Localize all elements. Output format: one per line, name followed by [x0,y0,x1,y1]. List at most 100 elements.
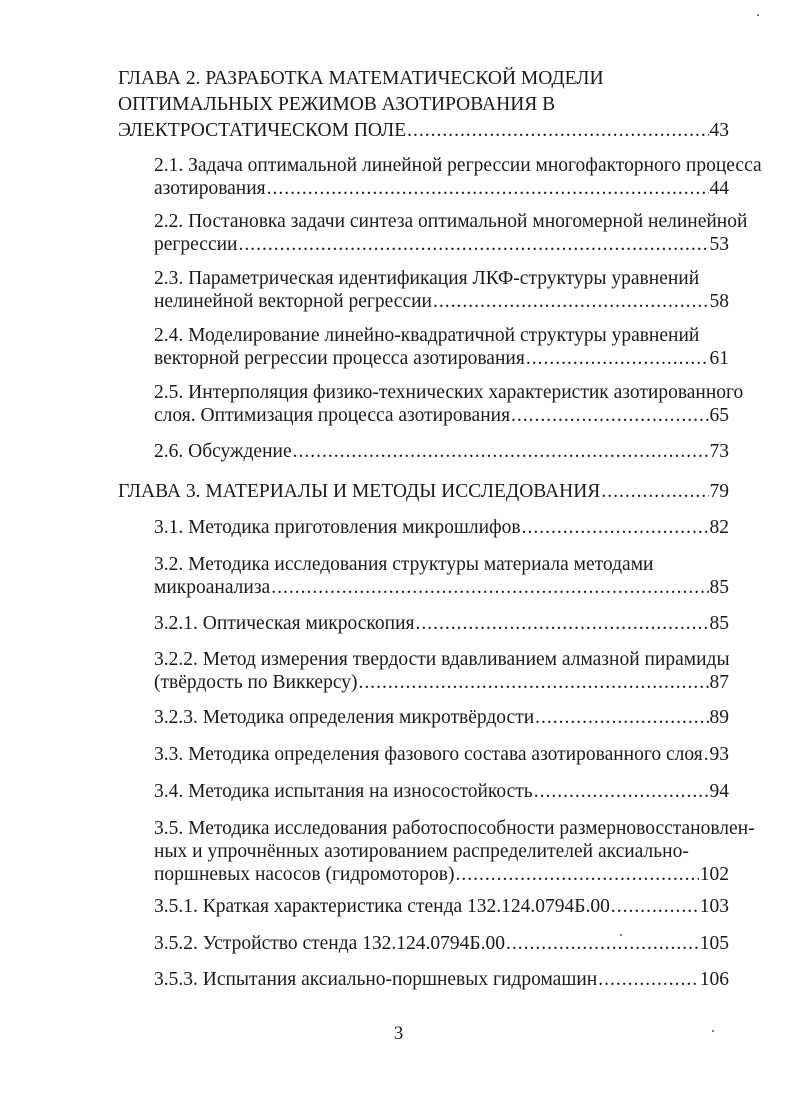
toc-section-entry: 2.2. Постановка задачи синтеза оптимальн… [154,210,747,256]
toc-entry-title: 3.2.1. Оптическая микроскопия [154,613,415,634]
toc-entry-title: ГЛАВА 2. РАЗРАБОТКА МАТЕМАТИЧЕСКОЙ МОДЕЛ… [118,68,604,89]
toc-line: 3.5.3. Испытания аксиально-поршневых гид… [154,968,729,991]
toc-entry-title: 2.1. Задача оптимальной линейной регресс… [154,155,762,176]
toc-page-number: 105 [699,933,729,954]
dot-leader [601,479,708,505]
toc-line: слоя. Оптимизация процесса азотирования 6… [154,404,729,427]
toc-section-entry: 3.4. Методика испытания на износостойкос… [154,780,729,803]
toc-section-entry: 3.3. Методика определения фазового соста… [154,743,729,766]
toc-section-entry: 3.2.1. Оптическая микроскопия 85 [154,612,729,635]
toc-line: ОПТИМАЛЬНЫХ РЕЖИМОВ АЗОТИРОВАНИЯ В [118,92,729,118]
toc-line: 2.5. Интерполяция физико-технических хар… [154,381,743,404]
toc-section-entry: 3.1. Методика приготовления микрошлифов 8… [154,516,729,539]
toc-page-number: 94 [709,781,730,802]
toc-entry-title: регрессии [154,234,238,255]
toc-page-number: 65 [709,405,730,426]
toc-line: 2.3. Параметрическая идентификация ЛКФ-с… [154,267,729,290]
toc-page-number: 106 [699,969,729,990]
toc-line: ГЛАВА 2. РАЗРАБОТКА МАТЕМАТИЧЕСКОЙ МОДЕЛ… [118,66,729,92]
toc-line: микроанализа 85 [154,576,729,599]
toc-line: ГЛАВА 3. МАТЕРИАЛЫ И МЕТОДЫ ИССЛЕДОВАНИЯ… [118,479,729,505]
toc-entry-title: микроанализа [154,577,271,598]
scan-speck [712,1030,714,1032]
toc-entry-title: 2.4. Моделирование линейно-квадратичной … [154,325,700,346]
toc-chapter-entry: ГЛАВА 2. РАЗРАБОТКА МАТЕМАТИЧЕСКОЙ МОДЕЛ… [118,66,729,144]
dot-leader [358,671,708,694]
toc-section-entry: 2.1. Задача оптимальной линейной регресс… [154,154,762,200]
toc-line: 3.4. Методика испытания на износостойкос… [154,780,729,803]
dot-leader [267,177,709,200]
toc-line: 3.2.1. Оптическая микроскопия 85 [154,612,729,635]
toc-line: азотирования 44 [154,177,729,200]
toc-line: 2.6. Обсуждение 73 [154,440,729,463]
toc-page-number: 43 [709,120,730,141]
scan-speck [620,934,622,936]
toc-chapter-entry: ГЛАВА 3. МАТЕРИАЛЫ И МЕТОДЫ ИССЛЕДОВАНИЯ… [118,479,729,505]
toc-entry-title: 3.2.2. Метод измерения твердости вдавлив… [154,649,730,670]
dot-leader [598,968,699,991]
dot-leader [511,404,708,427]
toc-entry-title: 3.2.3. Методика определения микротвёрдос… [154,707,535,728]
toc-line: 3.5.2. Устройство стенда 132.124.0794Б.0… [154,932,729,955]
toc-entry-title: 3.5.2. Устройство стенда 132.124.0794Б.0… [154,933,505,954]
toc-line: поршневых насосов (гидромоторов) 102 [154,863,729,886]
toc-line: 2.2. Постановка задачи синтеза оптимальн… [154,210,747,233]
toc-entry-title: поршневых насосов (гидромоторов) [154,864,455,885]
dot-leader [526,347,709,370]
toc-line: векторной регрессии процесса азотировани… [154,347,729,370]
toc-page-number: 102 [699,864,729,885]
toc-page-number: 85 [709,613,730,634]
dot-leader [407,118,708,144]
dot-leader [238,233,708,256]
toc-entry-title: ОПТИМАЛЬНЫХ РЕЖИМОВ АЗОТИРОВАНИЯ В [118,94,556,115]
toc-line: 3.5.1. Краткая характеристика стенда 132… [154,895,729,918]
toc-entry-title: 3.5. Методика исследования работоспособн… [154,818,755,839]
toc-section-entry: 3.2.2. Метод измерения твердости вдавлив… [154,648,730,694]
toc-entry-title: слоя. Оптимизация процесса азотирования [154,405,511,426]
toc-section-entry: 3.5. Методика исследования работоспособн… [154,817,755,886]
toc-page-number: 53 [709,234,730,255]
toc-entry-title: 3.3. Методика определения фазового соста… [154,744,703,765]
toc-entry-title: 3.2. Методика исследования структуры мат… [154,554,654,575]
toc-entry-title: 2.2. Постановка задачи синтеза оптимальн… [154,211,748,232]
toc-page-number: 85 [709,577,730,598]
toc-line: ЭЛЕКТРОСТАТИЧЕСКОМ ПОЛЕ 43 [118,118,729,144]
dot-leader [293,440,709,463]
toc-line: нелинейной векторной регрессии 58 [154,290,729,313]
toc-line: регрессии 53 [154,233,729,256]
dot-leader [522,516,709,539]
toc-section-entry: 2.6. Обсуждение 73 [154,440,729,463]
toc-entry-title: 2.5. Интерполяция физико-технических хар… [154,382,744,403]
toc-entry-title: ных и упрочнённых азотированием распреде… [154,841,689,862]
dot-leader [611,895,699,918]
toc-section-entry: 2.5. Интерполяция физико-технических хар… [154,381,743,427]
toc-entry-title: нелинейной векторной регрессии [154,291,432,312]
page-number: 3 [393,1023,404,1044]
toc-page-number: 87 [709,672,730,693]
toc-line: ных и упрочнённых азотированием распреде… [154,840,729,863]
toc-section-entry: 3.2. Методика исследования структуры мат… [154,553,729,599]
dot-leader [506,932,699,955]
toc-section-entry: 3.5.2. Устройство стенда 132.124.0794Б.0… [154,932,729,955]
toc-line: 2.1. Задача оптимальной линейной регресс… [154,154,762,177]
toc-line: 3.1. Методика приготовления микрошлифов 8… [154,516,729,539]
toc-line: 3.2.3. Методика определения микротвёрдос… [154,706,729,729]
scan-speck [757,14,759,16]
toc-line: 3.2.2. Метод измерения твердости вдавлив… [154,648,730,671]
dot-leader [534,780,709,803]
toc-section-entry: 2.4. Моделирование линейно-квадратичной … [154,324,729,370]
toc-line: 3.2. Методика исследования структуры мат… [154,553,729,576]
toc-page-number: 79 [709,481,730,502]
toc-entry-title: 3.4. Методика испытания на износостойкос… [154,781,533,802]
toc-line: (твёрдость по Виккерсу) 87 [154,671,729,694]
toc-page-number: 44 [709,178,730,199]
toc-section-entry: 2.3. Параметрическая идентификация ЛКФ-с… [154,267,729,313]
toc-page-number: 61 [709,348,730,369]
toc-page-number: 89 [709,707,730,728]
toc-entry-title: векторной регрессии процесса азотировани… [154,348,525,369]
toc-entry-title: ГЛАВА 3. МАТЕРИАЛЫ И МЕТОДЫ ИССЛЕДОВАНИЯ [118,481,601,502]
dot-leader [704,743,709,766]
toc-page-number: 103 [699,896,729,917]
toc-section-entry: 3.2.3. Методика определения микротвёрдос… [154,706,729,729]
toc-entry-title: (твёрдость по Виккерсу) [154,672,358,693]
